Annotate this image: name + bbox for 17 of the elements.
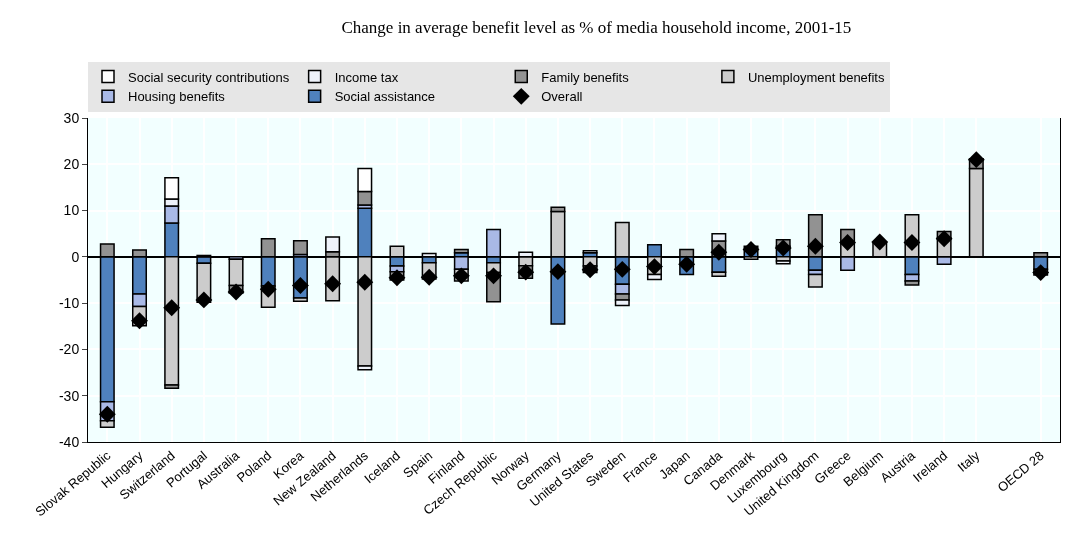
legend-label: Social assistance (334, 89, 436, 105)
y-tick-label: -30 (58, 387, 80, 404)
y-tick-label: 10 (63, 202, 80, 219)
legend-label: Unemployment benefits (747, 69, 885, 85)
y-tick-label: -20 (58, 341, 80, 358)
x-tick-label: Italy (954, 447, 983, 475)
y-tick-label: 30 (63, 109, 80, 126)
legend-label: Housing benefits (128, 89, 226, 105)
legend-label: Social security contributions (128, 69, 290, 85)
y-tick-label: 20 (63, 156, 80, 173)
legend-label: Income tax (334, 69, 399, 85)
chart-title: Change in average benefit level as % of media household income, 2001-15 (341, 18, 852, 38)
legend-label: Overall (541, 89, 583, 105)
y-tick-label: -40 (58, 433, 80, 450)
y-tick-label: -10 (58, 295, 80, 312)
legend-label: Family benefits (541, 69, 630, 85)
y-tick-label: 0 (71, 248, 80, 265)
